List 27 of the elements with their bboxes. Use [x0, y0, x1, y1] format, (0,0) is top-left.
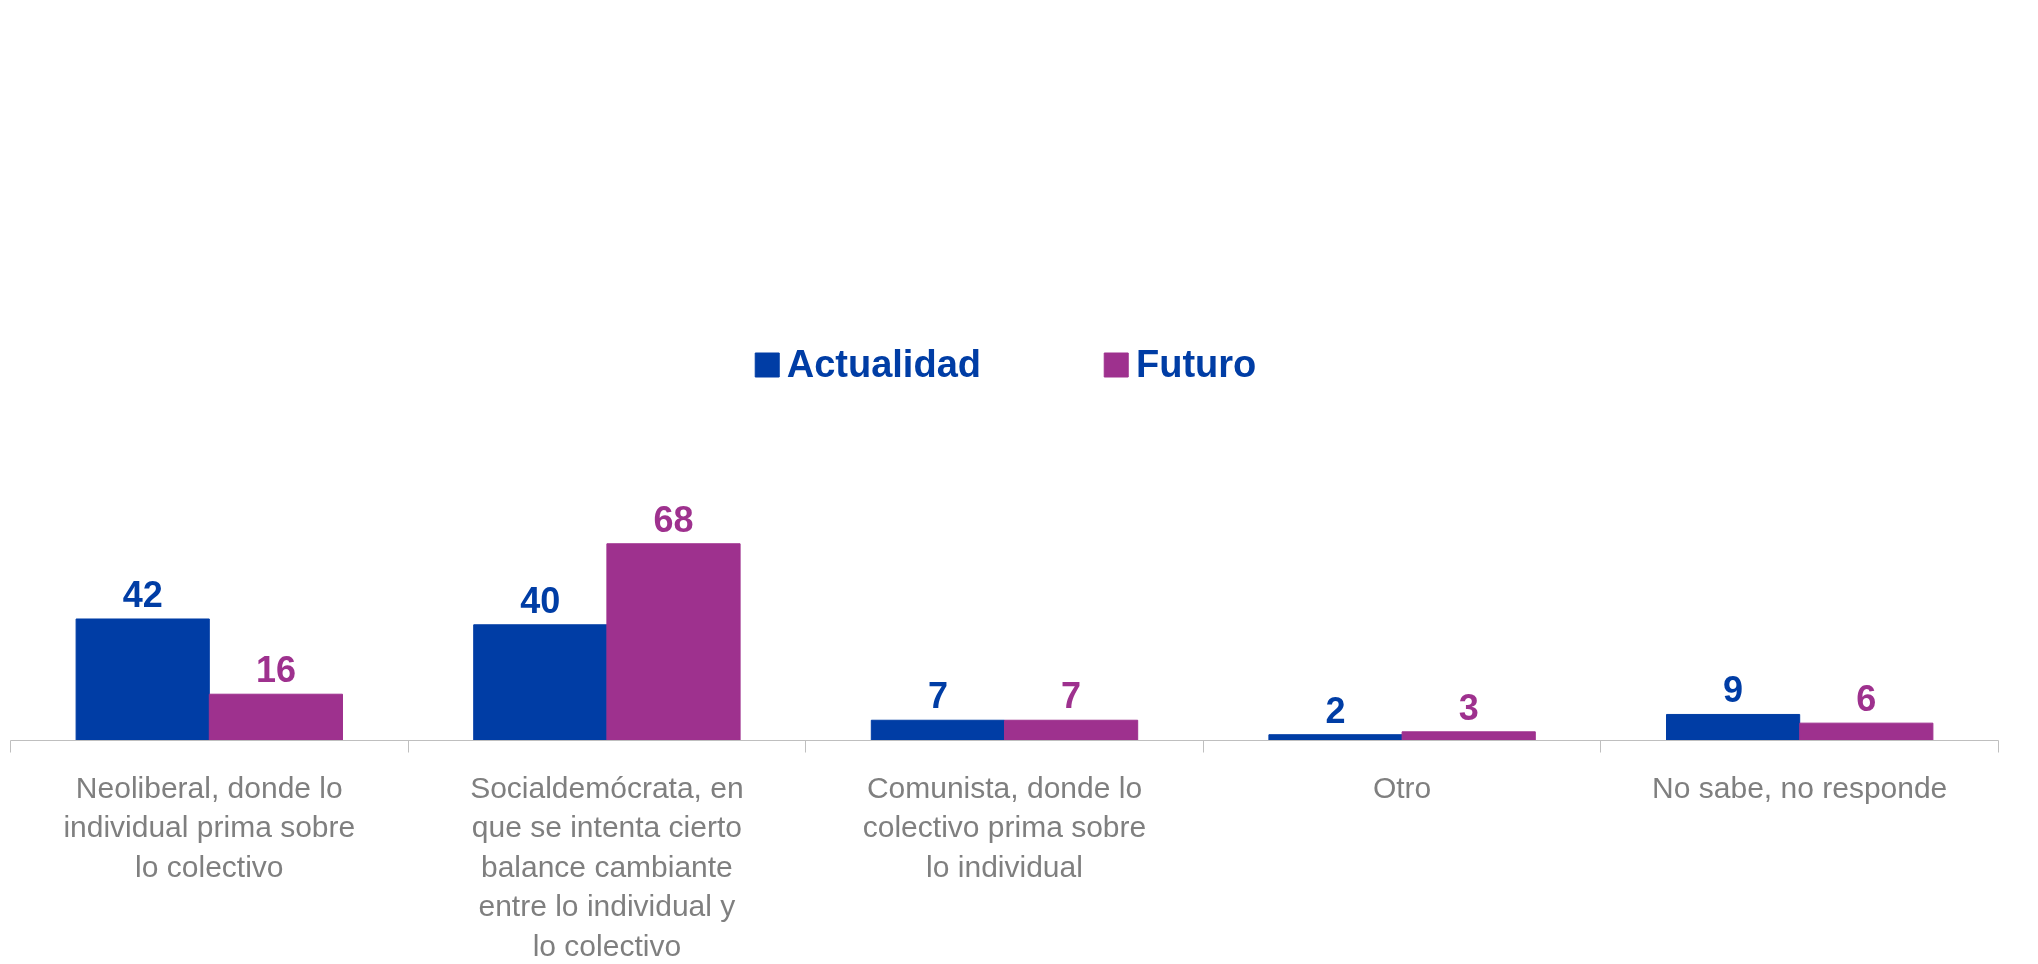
- data-label: 7: [1061, 675, 1082, 717]
- bar: [473, 624, 608, 741]
- bar: [1799, 722, 1934, 741]
- bar: [1004, 719, 1139, 741]
- data-label: 2: [1325, 689, 1346, 731]
- x-tick-label: Socialdemócrata, en que se intenta cierto balance cambiante entre lo individual y lo colectivo: [470, 770, 744, 962]
- data-label: 6: [1856, 678, 1877, 720]
- data-label: 42: [122, 574, 163, 615]
- x-tick-label: Otro: [1372, 770, 1432, 804]
- data-label: 40: [520, 579, 561, 621]
- data-label: 16: [255, 649, 296, 691]
- data-label: 3: [1458, 686, 1479, 728]
- x-tick-label: Comunista, donde lo colectivo prima sobre lo individual: [862, 770, 1147, 883]
- data-label: 7: [927, 675, 948, 717]
- x-tick-label: No sabe, no responde: [1652, 770, 1948, 804]
- legend-label: Actualidad: [786, 342, 981, 386]
- legend-label: Futuro: [1135, 342, 1257, 386]
- x-tick-label: Neoliberal, donde lo individual prima sobre lo colectivo: [63, 770, 356, 883]
- bar: [870, 719, 1005, 741]
- data-label: 68: [653, 498, 694, 540]
- bar: [1666, 713, 1801, 741]
- bar: [1401, 731, 1536, 741]
- bar: [75, 618, 210, 741]
- bar: [606, 543, 741, 741]
- bar: [1268, 734, 1403, 741]
- data-label: 9: [1723, 669, 1744, 711]
- bar: [208, 693, 343, 741]
